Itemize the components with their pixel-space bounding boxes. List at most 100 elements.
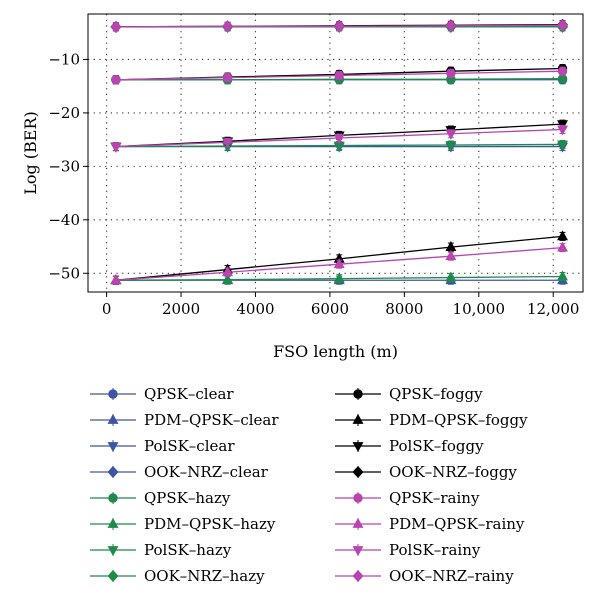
legend-label: OOK–NRZ–foggy [389,463,517,481]
legend-marker [352,442,364,453]
legend-item: PolSK–clear [90,437,235,455]
legend-item: PDM–QPSK–rainy [335,515,525,533]
legend-label: QPSK–hazy [144,489,231,507]
legend-item: PolSK–foggy [335,437,484,455]
legend-marker [352,466,364,478]
data-point [111,75,121,85]
data-point [110,142,122,153]
data-point [222,72,233,83]
data-point [222,20,234,33]
data-point [445,19,457,32]
plot-frame [87,13,584,293]
legend-label: QPSK–rainy [389,489,480,507]
x-tick-label: 4000 [236,300,274,318]
x-tick-label: 12,000 [527,300,580,318]
legend-label: PolSK–foggy [389,437,484,455]
legend-marker [353,389,363,399]
legend-item: QPSK–rainy [335,489,480,507]
x-tick-label: 8000 [385,300,423,318]
series-polsk-rainy [110,124,568,153]
legend-label: PDM–QPSK–hazy [144,515,276,533]
data-point [222,138,234,149]
series-ook-nrz-rainy [110,19,569,33]
legend-item: OOK–NRZ–foggy [335,463,517,481]
data-point [557,66,568,76]
data-point [333,272,345,283]
legend-label: PDM–QPSK–rainy [389,515,525,533]
legend-item: PDM–QPSK–clear [90,411,279,429]
legend-item: PolSK–rainy [335,541,481,559]
legend-marker [107,570,119,582]
legend-marker [107,466,119,478]
legend-marker [352,413,364,424]
data-point [445,271,457,282]
legend-item: OOK–NRZ–rainy [335,567,514,585]
x-axis-title: FSO length (m) [273,342,398,361]
data-point [445,141,457,152]
legend-marker [107,517,119,528]
data-point [557,241,568,252]
data-point [334,70,344,81]
legend-label: QPSK–clear [144,385,234,403]
data-point [557,125,568,136]
y-tick-label: −10 [48,50,80,68]
legend-item: OOK–NRZ–hazy [90,567,265,585]
x-tick-label: 0 [102,300,112,318]
data-point [446,68,456,79]
legend-marker [353,493,363,503]
legend: QPSK–clear PDM–QPSK–clear PolSK–clear OOK–N… [90,385,528,585]
data-point [110,274,122,285]
x-tick-label: 10,000 [453,300,506,318]
legend-item: OOK–NRZ–clear [90,463,269,481]
data-point [445,250,457,261]
legend-label: OOK–NRZ–hazy [144,567,265,585]
y-axis-title: Log (BER) [21,111,40,195]
y-tick-label: −40 [48,211,80,229]
series-pdm-qpsk-rainy [110,241,568,285]
legend-marker [352,517,364,528]
legend-marker [108,389,118,399]
legend-item: PDM–QPSK–hazy [90,515,276,533]
legend-label: OOK–NRZ–rainy [389,567,514,585]
data-point [445,129,457,140]
legend-item: PDM–QPSK–foggy [335,411,528,429]
legend-item: PolSK–hazy [90,541,232,559]
data-point [333,258,345,269]
data-point [557,120,568,131]
legend-label: PolSK–rainy [389,541,481,559]
legend-marker [352,546,364,557]
y-tick-label: −20 [48,104,80,122]
legend-item: QPSK–hazy [90,489,231,507]
data-point [557,140,568,151]
data-point [222,273,234,284]
data-point [557,19,569,32]
legend-item: QPSK–foggy [335,385,483,403]
legend-label: PolSK–clear [144,437,235,455]
data-point [222,266,234,277]
legend-marker [107,442,119,453]
legend-label: PolSK–hazy [144,541,232,559]
legend-marker [107,546,119,557]
y-tick-label: −30 [48,157,80,175]
legend-item: QPSK–clear [90,385,234,403]
legend-label: QPSK–foggy [389,385,483,403]
legend-marker [352,570,364,582]
plot-series [110,18,569,285]
x-tick-label: 2000 [162,300,200,318]
legend-marker [107,413,119,424]
legend-label: PDM–QPSK–foggy [389,411,528,429]
data-point [557,270,568,281]
series-qpsk-rainy [111,66,568,85]
data-point [333,20,345,33]
grid [88,14,583,292]
legend-label: PDM–QPSK–clear [144,411,279,429]
data-point [333,134,345,145]
data-point [557,230,568,241]
y-tick-label: −50 [48,264,80,282]
data-point [110,20,122,33]
legend-marker [108,493,118,503]
x-tick-label: 6000 [311,300,349,318]
legend-label: OOK–NRZ–clear [144,463,269,481]
axes: 0 2000 4000 6000 8000 10,000 12,000 −50 −40 −30 −2… [48,50,579,318]
